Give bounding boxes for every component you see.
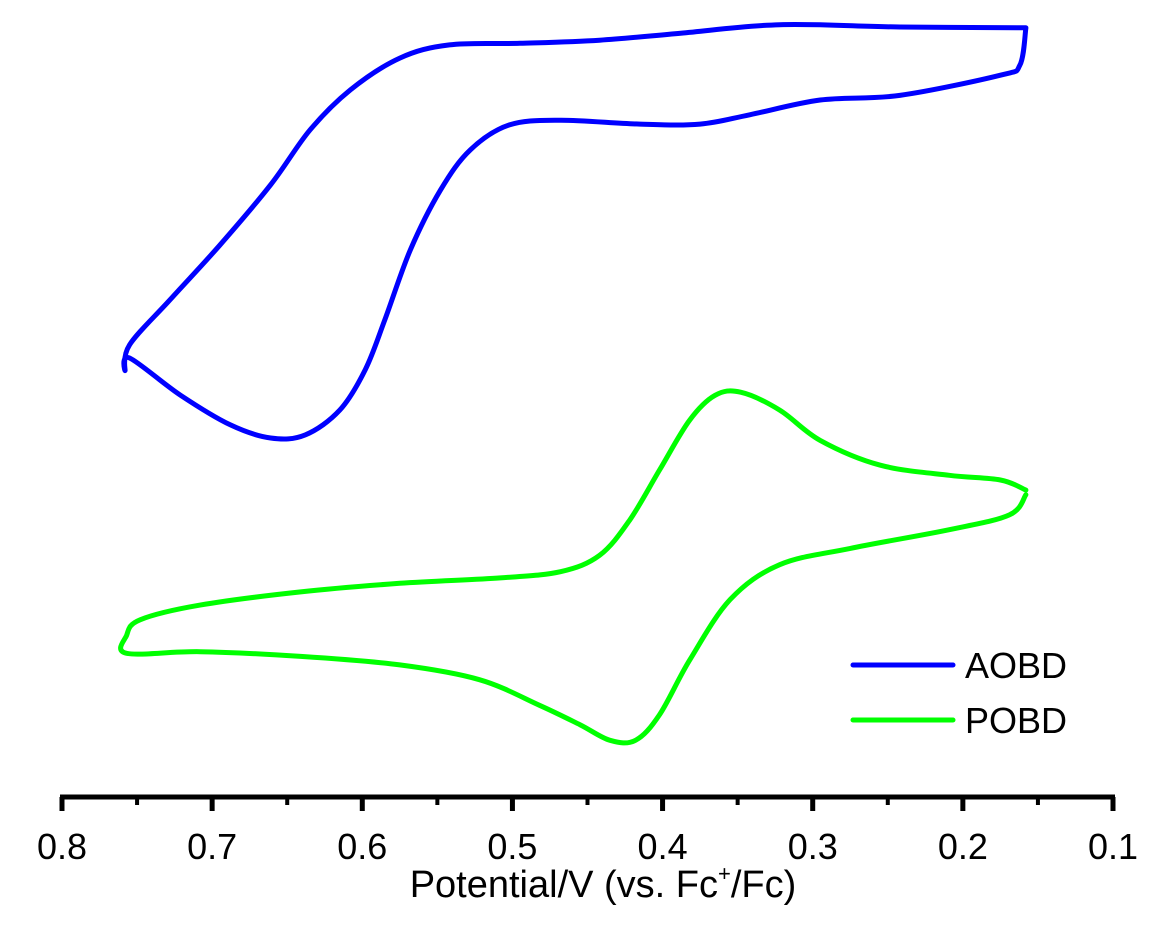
x-tick-label: 0.6 (337, 826, 387, 867)
legend-label: AOBD (965, 645, 1067, 686)
legend-label: POBD (965, 700, 1067, 741)
x-tick-label: 0.7 (187, 826, 237, 867)
series-line-aobd (121, 21, 1029, 442)
legend-item-aobd: AOBD (850, 645, 1067, 686)
series-line-pobd (118, 388, 1029, 746)
legend: AOBD POBD (850, 645, 1067, 741)
x-tick-label: 0.8 (37, 826, 87, 867)
x-tick-labels: 0.8 0.7 0.6 0.5 0.4 0.3 0.2 0.1 (37, 826, 1138, 867)
x-major-ticks (59, 797, 1116, 811)
x-tick-label: 0.2 (938, 826, 988, 867)
x-tick-label: 0.5 (487, 826, 537, 867)
x-axis: 0.8 0.7 0.6 0.5 0.4 0.3 0.2 0.1 (37, 794, 1138, 867)
x-axis-title: Potential/V (vs. Fc+/Fc) (410, 861, 797, 906)
legend-item-pobd: POBD (850, 700, 1067, 741)
x-tick-label: 0.1 (1088, 826, 1138, 867)
series-layer (118, 21, 1029, 746)
x-minor-ticks (135, 797, 1040, 805)
x-tick-label: 0.3 (788, 826, 838, 867)
x-tick-label: 0.4 (638, 826, 688, 867)
